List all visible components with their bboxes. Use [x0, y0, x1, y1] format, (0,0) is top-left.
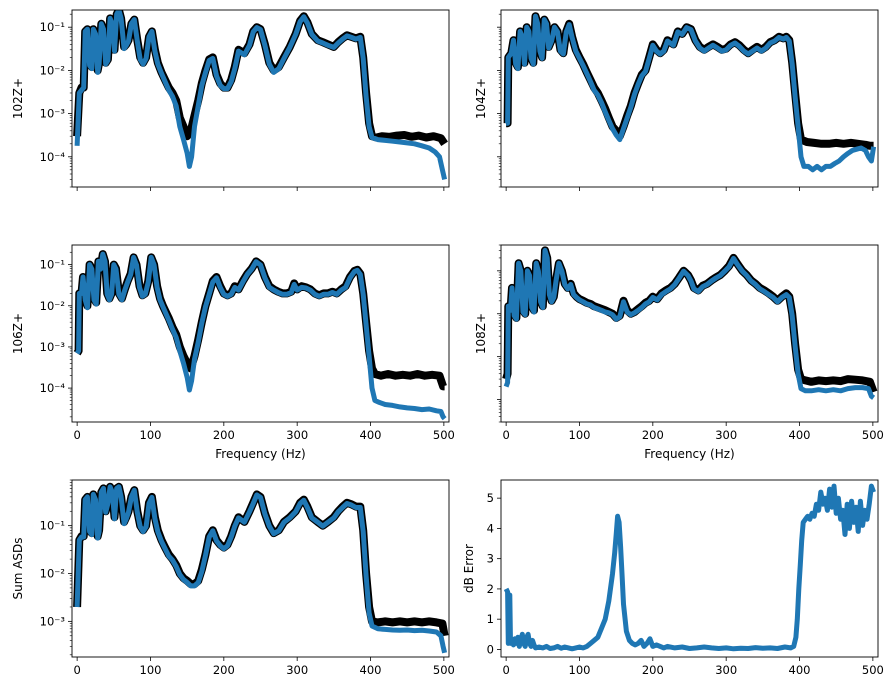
series-line-1: [503, 483, 876, 652]
subplot-6: 0 100 200 300 400 500 0 1 2 3 4 5 dB Error: [462, 479, 884, 677]
y-tick-label: 10⁻³: [40, 340, 66, 354]
x-tick-label: 0: [73, 663, 80, 677]
y-axis-label: Sum ASDs: [11, 537, 25, 599]
axes-frame: [500, 479, 879, 658]
axes-frame: [500, 9, 879, 188]
x-tick-label: 100: [140, 428, 162, 442]
x-axis-label: Frequency (Hz): [215, 447, 306, 461]
axes-frame: [71, 244, 450, 423]
x-tick-label: 300: [286, 663, 308, 677]
x-tick-label: 300: [715, 428, 737, 442]
x-tick-label: 500: [862, 428, 884, 442]
x-tick-label: 0: [73, 428, 80, 442]
y-tick-label: 10⁻²: [40, 63, 65, 77]
y-tick-label: 10⁻¹: [40, 258, 65, 272]
series-line-2: [74, 484, 448, 654]
axes-frame: [500, 244, 879, 423]
y-tick-label: 10⁻²: [40, 299, 65, 313]
y-axis-label: 104Z+: [474, 78, 488, 119]
y-tick-label: 10⁻⁴: [40, 150, 66, 164]
y-tick-label: 10⁻²: [40, 567, 65, 581]
x-tick-label: 400: [360, 663, 382, 677]
y-tick-label: 10⁻³: [40, 107, 66, 121]
series-line-1: [73, 482, 449, 637]
x-tick-label: 400: [789, 428, 811, 442]
x-tick-label: 200: [642, 663, 664, 677]
subplot-3: 0 100 200 300 400 500 10⁻⁴ 10⁻³ 10⁻² 10⁻¹ 106Z+ Fre…: [11, 244, 455, 461]
series-line-2: [74, 10, 448, 180]
subplot-1: 10⁻⁴ 10⁻³ 10⁻² 10⁻¹ 102Z+: [11, 9, 450, 191]
y-tick-label: 4: [487, 521, 494, 535]
y-axis-label: 102Z+: [11, 78, 25, 119]
subplot-5: 0 100 200 300 400 500 10⁻³ 10⁻² 10⁻¹ Sum ASDs: [11, 479, 455, 677]
x-tick-label: 200: [213, 663, 235, 677]
x-tick-label: 0: [502, 663, 509, 677]
subplot-4: 0 100 200 300 400 500 108Z+ Frequency (Hz): [474, 244, 884, 461]
x-tick-label: 500: [433, 428, 455, 442]
x-tick-label: 100: [569, 428, 591, 442]
y-tick-label: 2: [487, 582, 494, 596]
series-line-2: [74, 251, 447, 421]
y-tick-label: 10⁻¹: [40, 20, 65, 34]
x-tick-label: 300: [715, 663, 737, 677]
y-tick-label: 3: [487, 552, 494, 566]
series-line-1: [503, 12, 874, 150]
x-tick-label: 100: [569, 663, 591, 677]
x-tick-label: 200: [642, 428, 664, 442]
x-tick-label: 500: [862, 663, 884, 677]
y-tick-label: 10⁻¹: [40, 519, 65, 533]
axes-frame: [71, 479, 450, 658]
x-axis-label: Frequency (Hz): [644, 447, 735, 461]
axes-frame: [71, 9, 450, 188]
y-tick-label: 10⁻³: [40, 614, 66, 628]
y-tick-label: 10⁻⁴: [40, 381, 66, 395]
y-tick-label: 1: [487, 612, 494, 626]
series-line-2: [505, 13, 877, 173]
y-tick-label: 5: [487, 491, 494, 505]
x-tick-label: 400: [789, 663, 811, 677]
x-tick-label: 500: [433, 663, 455, 677]
x-tick-label: 200: [213, 428, 235, 442]
y-axis-label: dB Error: [462, 544, 476, 593]
y-axis-label: 108Z+: [474, 313, 488, 354]
subplot-2: 104Z+: [474, 9, 879, 191]
y-tick-label: 0: [487, 642, 494, 656]
series-line-2: [503, 247, 876, 400]
x-tick-label: 0: [502, 428, 509, 442]
x-tick-label: 300: [286, 428, 308, 442]
x-tick-label: 100: [140, 663, 162, 677]
x-tick-label: 400: [360, 428, 382, 442]
y-axis-label: 106Z+: [11, 313, 25, 354]
